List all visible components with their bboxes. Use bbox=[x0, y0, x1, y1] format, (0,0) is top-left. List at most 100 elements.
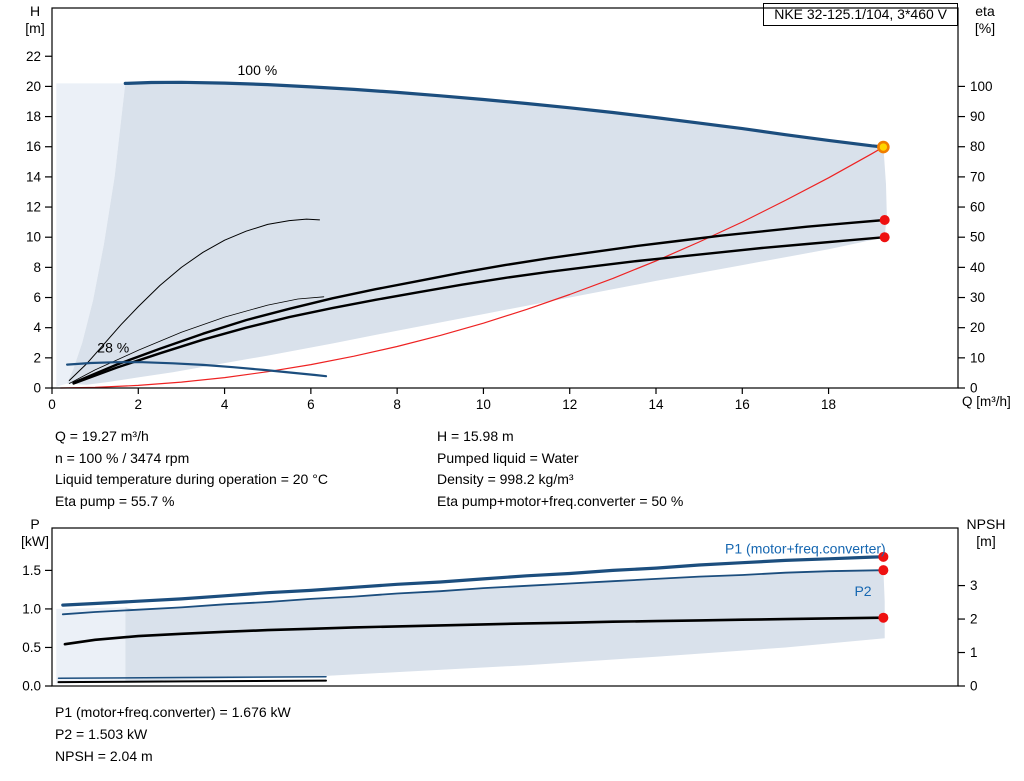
p2-curve-label: P2 bbox=[854, 583, 871, 599]
curve-end-dot bbox=[878, 551, 889, 562]
y-left-tick-label: 1.0 bbox=[22, 601, 41, 616]
curve-end-dot bbox=[879, 215, 890, 226]
q-axis-title: Q [m³/h] bbox=[962, 394, 1011, 409]
y-right-tick-label: 70 bbox=[970, 169, 985, 184]
npsh-curve bbox=[63, 616, 885, 646]
result-p1: P1 (motor+freq.converter) = 1.676 kW bbox=[55, 704, 291, 720]
x-tick-label: 2 bbox=[135, 397, 143, 412]
p2-curve bbox=[61, 569, 885, 616]
power-envelope bbox=[125, 570, 885, 682]
y-right-tick-label: 2 bbox=[970, 612, 978, 627]
plot-frame bbox=[51, 7, 959, 389]
y-right-tick-label: 3 bbox=[970, 578, 978, 593]
y-right-tick-label: 0 bbox=[970, 381, 978, 396]
status-eta-total: Eta pump+motor+freq.converter = 50 % bbox=[437, 492, 684, 509]
y-right-tick-label: 30 bbox=[970, 290, 985, 305]
x-tick-label: 0 bbox=[48, 397, 56, 412]
y-right-tick-label: 100 bbox=[970, 79, 993, 94]
speed-curve-100pct bbox=[123, 80, 886, 149]
x-tick-label: 10 bbox=[476, 397, 491, 412]
x-tick-label: 14 bbox=[648, 397, 664, 412]
y-left-tick-label: 18 bbox=[26, 109, 41, 124]
y-right-tick-label: 80 bbox=[970, 139, 985, 154]
eta-pump-100pct-curve bbox=[68, 218, 320, 381]
duty-status-left-column: Q = 19.27 m³/h n = 100 % / 3474 rpm Liqu… bbox=[55, 426, 328, 512]
eta-axis-title-unit: [%] bbox=[974, 20, 996, 36]
operating-envelope bbox=[67, 82, 887, 385]
y-left-tick-label: 16 bbox=[26, 139, 41, 154]
y-right-tick-label: 90 bbox=[970, 109, 985, 124]
curve-end-dot bbox=[879, 232, 890, 243]
operating-envelope-left bbox=[56, 83, 126, 387]
curve-end-dot bbox=[878, 612, 889, 623]
h-axis-title-symbol: H bbox=[29, 3, 41, 19]
pump-type-label: NKE 32-125.1/104, 3*460 V bbox=[774, 6, 947, 22]
result-p2: P2 = 1.503 kW bbox=[55, 726, 148, 742]
eta-secondary-thin-curve bbox=[68, 296, 325, 384]
y-left-tick-label: 20 bbox=[26, 79, 41, 94]
status-eta-pump: Eta pump = 55.7 % bbox=[55, 492, 175, 509]
y-left-tick-label: 0 bbox=[33, 381, 41, 396]
y-left-tick-label: 4 bbox=[33, 320, 41, 335]
p-axis-title: P [kW] bbox=[12, 516, 58, 550]
x-tick-label: 8 bbox=[393, 397, 401, 412]
status-q: Q = 19.27 m³/h bbox=[55, 428, 149, 444]
y-left-tick-label: 6 bbox=[33, 290, 41, 305]
duty-status-right-column: H = 15.98 m Pumped liquid = Water Densit… bbox=[437, 426, 683, 512]
x-tick-label: 12 bbox=[562, 397, 577, 412]
status-h: H = 15.98 m bbox=[437, 428, 514, 444]
p-axis-title-unit: [kW] bbox=[21, 533, 49, 549]
eta-pump-duty-curve bbox=[72, 218, 886, 384]
curve-end-dot bbox=[878, 565, 889, 576]
p1-curve-label: P1 (motor+freq.converter) bbox=[725, 540, 886, 556]
y-left-tick-label: 0.5 bbox=[22, 640, 41, 655]
y-right-tick-label: 50 bbox=[970, 230, 985, 245]
x-tick-label: 18 bbox=[821, 397, 836, 412]
power-envelope-left bbox=[56, 607, 126, 684]
result-values-block: P1 (motor+freq.converter) = 1.676 kW P2 … bbox=[55, 701, 291, 767]
npsh-axis-title-unit: [m] bbox=[976, 533, 996, 549]
h-axis-title: H [m] bbox=[12, 3, 58, 37]
y-right-tick-label: 0 bbox=[970, 679, 978, 694]
y-left-tick-label: 14 bbox=[26, 169, 42, 184]
p1-curve bbox=[61, 555, 886, 607]
h-axis-title-unit: [m] bbox=[25, 20, 45, 36]
p-npsh-chart[interactable]: 0.0 0.5 1.0 1.5 0 1 2 3 P1 (motor+freq.converter… bbox=[0, 520, 1024, 700]
y-left-tick-label: 2 bbox=[33, 350, 41, 365]
plot-frame bbox=[51, 527, 959, 687]
speed-label-28: 28 % bbox=[97, 340, 129, 356]
x-tick-label: 6 bbox=[307, 397, 315, 412]
p-min-speed-curve-black bbox=[57, 679, 327, 684]
x-tick-label: 4 bbox=[221, 397, 229, 412]
y-left-tick-label: 10 bbox=[26, 230, 41, 245]
y-left-tick-label: 22 bbox=[26, 49, 41, 64]
duty-point-marker[interactable] bbox=[877, 140, 890, 154]
y-left-tick-label: 0.0 bbox=[22, 679, 41, 694]
control-curve bbox=[59, 146, 885, 389]
p-min-speed-curve-navy bbox=[57, 676, 327, 680]
npsh-axis-title: NPSH [m] bbox=[958, 516, 1014, 550]
y-right-tick-label: 1 bbox=[970, 645, 978, 660]
status-liquid-temperature: Liquid temperature during operation = 20… bbox=[55, 471, 328, 487]
y-right-tick-label: 20 bbox=[970, 320, 985, 335]
x-tick-label: 16 bbox=[735, 397, 750, 412]
status-pumped-liquid: Pumped liquid = Water bbox=[437, 449, 579, 466]
p-axis-title-symbol: P bbox=[30, 516, 40, 532]
eta-axis-title: eta [%] bbox=[962, 3, 1008, 37]
hq-eta-chart[interactable]: 0 2 4 6 8 10 12 14 16 18 0 2 4 6 8 10 12 14 16 18 20 22 0 10 20 3… bbox=[0, 0, 1024, 420]
eta-axis-title-symbol: eta bbox=[975, 3, 995, 19]
eta-total-duty-curve bbox=[72, 235, 886, 385]
pump-type-box: NKE 32-125.1/104, 3*460 V bbox=[763, 3, 958, 26]
y-right-tick-label: 40 bbox=[970, 260, 985, 275]
speed-curve-28pct bbox=[65, 361, 328, 378]
speed-label-100: 100 % bbox=[238, 62, 278, 78]
y-left-tick-label: 1.5 bbox=[22, 563, 41, 578]
status-density: Density = 998.2 kg/m³ bbox=[437, 471, 574, 487]
y-right-tick-label: 60 bbox=[970, 200, 985, 215]
npsh-axis-title-symbol: NPSH bbox=[966, 516, 1006, 532]
y-left-tick-label: 8 bbox=[33, 260, 41, 275]
result-npsh: NPSH = 2.04 m bbox=[55, 748, 153, 764]
y-left-tick-label: 12 bbox=[26, 200, 41, 215]
status-speed: n = 100 % / 3474 rpm bbox=[55, 449, 190, 466]
